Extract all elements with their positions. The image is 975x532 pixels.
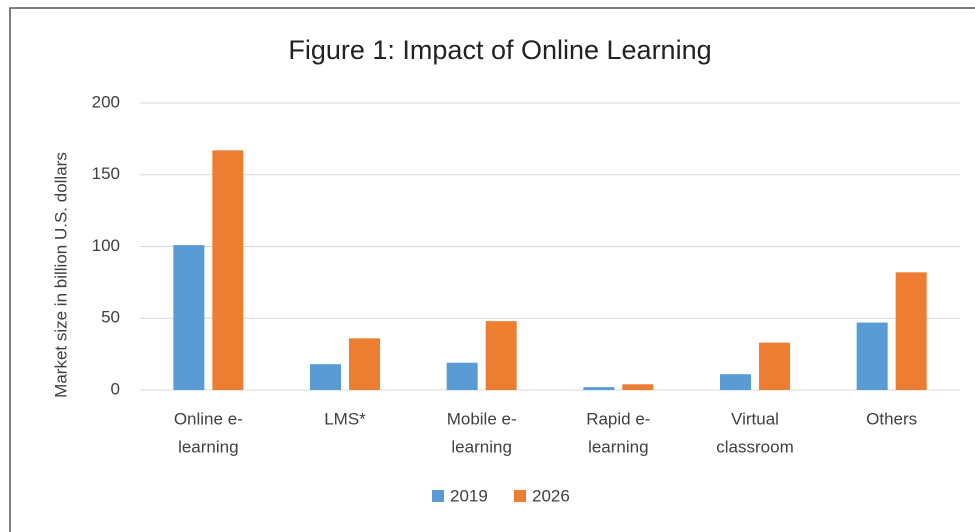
bar	[310, 364, 341, 390]
y-tick-label: 100	[92, 236, 120, 255]
bar	[622, 384, 654, 390]
y-tick-label: 0	[111, 379, 120, 398]
x-tick-label: Rapid e-	[586, 409, 650, 428]
chart-title: Figure 1: Impact of Online Learning	[288, 35, 711, 65]
y-tick-label: 150	[92, 164, 120, 183]
y-axis-label: Market size in billion U.S. dollars	[51, 152, 70, 398]
bar	[583, 387, 615, 390]
y-tick-label: 200	[92, 92, 120, 111]
x-tick-label: learning	[588, 437, 649, 456]
legend-label: 2019	[450, 486, 488, 505]
x-tick-label: Mobile e-	[447, 409, 517, 428]
bar	[856, 322, 888, 390]
y-tick-label: 50	[101, 308, 120, 327]
x-tick-label: classroom	[716, 437, 793, 456]
bar	[720, 374, 751, 390]
bar	[895, 272, 927, 390]
bar	[485, 321, 517, 390]
bar	[446, 362, 478, 390]
frame	[9, 7, 975, 532]
x-tick-label: Others	[866, 409, 917, 428]
bar	[173, 245, 205, 390]
legend-swatch	[432, 490, 444, 502]
x-tick-label: Virtual	[731, 409, 779, 428]
x-tick-label: LMS*	[324, 409, 366, 428]
bar	[349, 338, 380, 390]
legend-swatch	[514, 490, 526, 502]
x-tick-label: Online e-	[174, 409, 243, 428]
bar	[759, 342, 790, 390]
x-tick-label: learning	[451, 437, 512, 456]
legend-label: 2026	[532, 486, 570, 505]
bar	[212, 150, 244, 390]
x-tick-label: learning	[178, 437, 239, 456]
